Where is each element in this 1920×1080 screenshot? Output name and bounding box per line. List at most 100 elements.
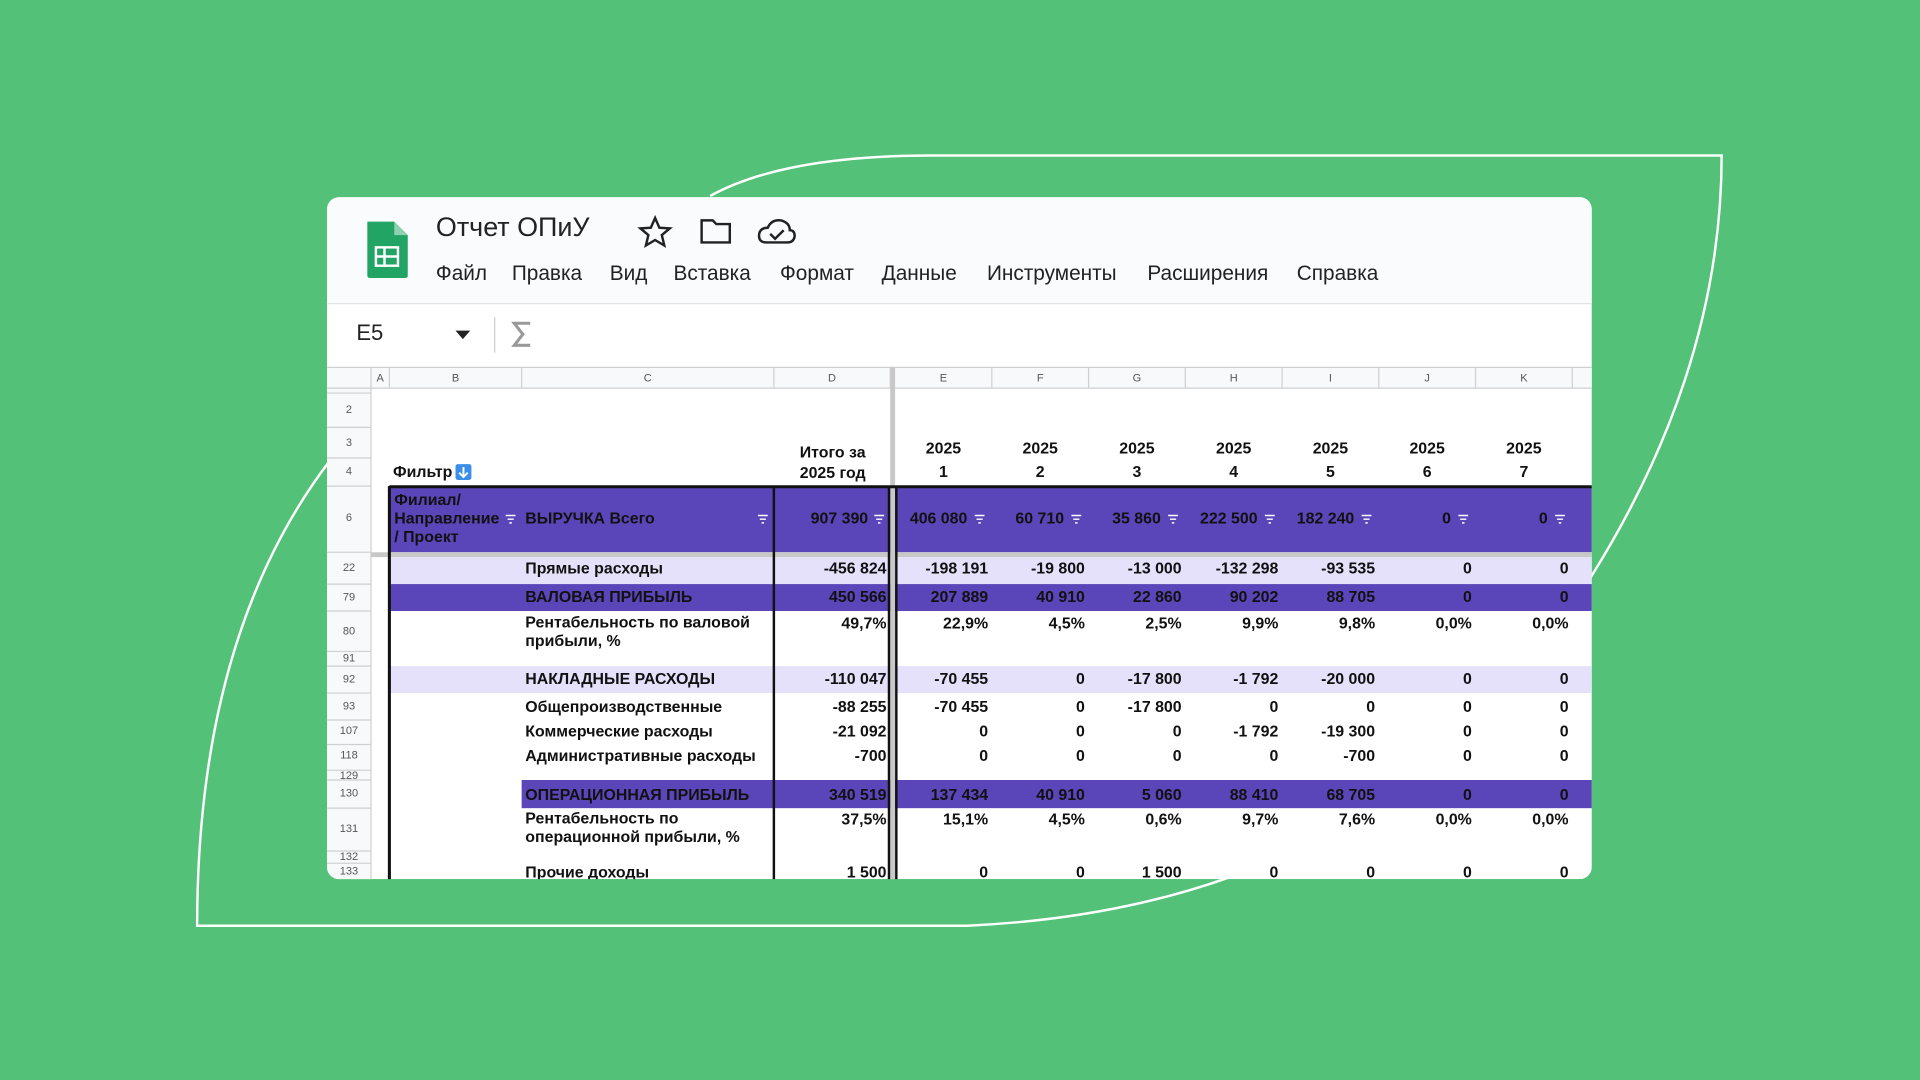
column-filter-button[interactable] (874, 514, 885, 524)
menu-item[interactable]: Данные (882, 262, 957, 285)
menu-item[interactable]: Правка (512, 262, 583, 285)
column-letter[interactable]: F (1037, 372, 1044, 384)
column-letter[interactable]: H (1230, 372, 1238, 384)
cell-number: 2,5% (1145, 616, 1181, 633)
cell-number: -456 824 (824, 561, 887, 578)
doc-title[interactable]: Отчет ОПиУ (436, 212, 591, 242)
menu-item[interactable]: Вид (610, 262, 648, 285)
cell-number: 0 (1463, 748, 1472, 765)
cell-number: 0 (1366, 864, 1375, 881)
cell-number: 9,9% (1242, 616, 1278, 633)
cell-text: прибыли, % (525, 633, 620, 650)
menu-item[interactable]: Инструменты (987, 262, 1117, 285)
cell-number: 0 (1560, 671, 1569, 688)
column-filter-button[interactable] (1361, 514, 1372, 524)
row-number[interactable]: 131 (340, 823, 358, 835)
row-number[interactable]: 79 (343, 591, 355, 603)
row-number[interactable]: 107 (340, 725, 358, 737)
cell-text: ВЫРУЧКА Всего (525, 510, 655, 527)
cell-number: 15,1% (943, 812, 988, 829)
cell-number: 0 (1463, 864, 1472, 881)
cell-number: 0 (1173, 723, 1182, 740)
cloud-status[interactable] (757, 219, 796, 244)
cell-number: 137 434 (931, 787, 989, 804)
cell-number: 37,5% (841, 812, 886, 829)
period-header: 2 (1036, 464, 1045, 481)
cell-text: НАКЛАДНЫЕ РАСХОДЫ (525, 671, 715, 688)
row-number[interactable]: 92 (343, 673, 355, 685)
cell-number: 0,0% (1436, 812, 1472, 829)
cell-number: 907 390 (811, 510, 869, 527)
column-letter[interactable]: J (1424, 372, 1430, 384)
column-filter-button[interactable] (1168, 514, 1178, 524)
cell-number: 0 (1270, 748, 1279, 765)
column-letter[interactable]: K (1520, 372, 1528, 384)
cell-number: 1 500 (1142, 864, 1182, 881)
row-number[interactable]: 80 (343, 626, 355, 638)
row-number[interactable]: 4 (346, 465, 352, 477)
row-number[interactable]: 129 (340, 770, 358, 782)
cell-number: 0 (1076, 748, 1085, 765)
cell-number: 0 (1076, 723, 1085, 740)
menu-item[interactable]: Вставка (673, 262, 751, 285)
column-letter[interactable]: A (377, 372, 385, 384)
row-number[interactable]: 3 (346, 437, 352, 449)
row-number[interactable]: 133 (340, 866, 358, 878)
row-number[interactable]: 93 (343, 700, 355, 712)
row-number[interactable]: 130 (340, 787, 358, 799)
column-letter[interactable]: E (940, 372, 947, 384)
cell-number: 7,6% (1339, 812, 1375, 829)
cell-text: Общепроизводственные (525, 699, 722, 716)
cell-number: -700 (1343, 748, 1375, 765)
functions-button[interactable] (511, 321, 531, 347)
row-header-bg (326, 367, 372, 880)
total-header: Итого за (800, 444, 866, 461)
menu-item[interactable]: Справка (1297, 262, 1379, 285)
row-number[interactable]: 91 (343, 653, 355, 665)
column-filter-button[interactable] (1071, 514, 1082, 524)
column-filter-button[interactable] (1458, 514, 1469, 524)
row-number[interactable]: 118 (340, 749, 358, 761)
column-letter[interactable]: D (828, 372, 836, 384)
row-number[interactable]: 132 (340, 851, 358, 863)
row-bg (389, 584, 1592, 612)
column-filter-button[interactable] (505, 514, 516, 524)
row-number[interactable]: 22 (343, 562, 355, 574)
freeze-divider (890, 367, 896, 880)
column-letter[interactable]: G (1133, 372, 1142, 384)
cell-number: 0 (1463, 787, 1472, 804)
folder-button[interactable] (700, 219, 732, 244)
star-button[interactable] (637, 214, 673, 249)
cell-number: 450 566 (829, 589, 887, 606)
column-letter[interactable]: B (452, 372, 459, 384)
column-filter-button[interactable] (974, 514, 985, 524)
cell-number: -88 255 (833, 699, 887, 716)
cell-text: Административные расходы (525, 748, 755, 765)
cell-number: 5 060 (1142, 787, 1182, 804)
header-row-bg (389, 487, 1592, 553)
cell-number: 0 (1463, 723, 1472, 740)
period-header: 2025 (1023, 441, 1059, 458)
row-number[interactable]: 6 (346, 512, 352, 524)
menu-item[interactable]: Файл (436, 262, 487, 285)
name-box-dropdown[interactable] (455, 330, 471, 340)
cell-number: 0 (1076, 671, 1085, 688)
period-header: 6 (1423, 464, 1432, 481)
column-filter-button[interactable] (1264, 514, 1275, 524)
cell-number: 0,0% (1436, 616, 1472, 633)
menu-item[interactable]: Формат (780, 262, 854, 285)
row-number[interactable]: 2 (346, 404, 352, 416)
column-filter-button[interactable] (757, 514, 768, 524)
menu-item[interactable]: Расширения (1147, 262, 1268, 285)
cell-number: 0 (1560, 589, 1569, 606)
column-letter[interactable]: I (1329, 372, 1332, 384)
column-letter[interactable]: C (644, 372, 652, 384)
cell-number: 207 889 (931, 589, 989, 606)
name-box[interactable]: E5 (356, 320, 383, 345)
period-header: 2025 (926, 441, 962, 458)
cell-number: 9,8% (1339, 616, 1375, 633)
cell-number: 0 (979, 723, 988, 740)
column-filter-button[interactable] (1555, 514, 1565, 524)
cell-number: 22 860 (1133, 589, 1182, 606)
